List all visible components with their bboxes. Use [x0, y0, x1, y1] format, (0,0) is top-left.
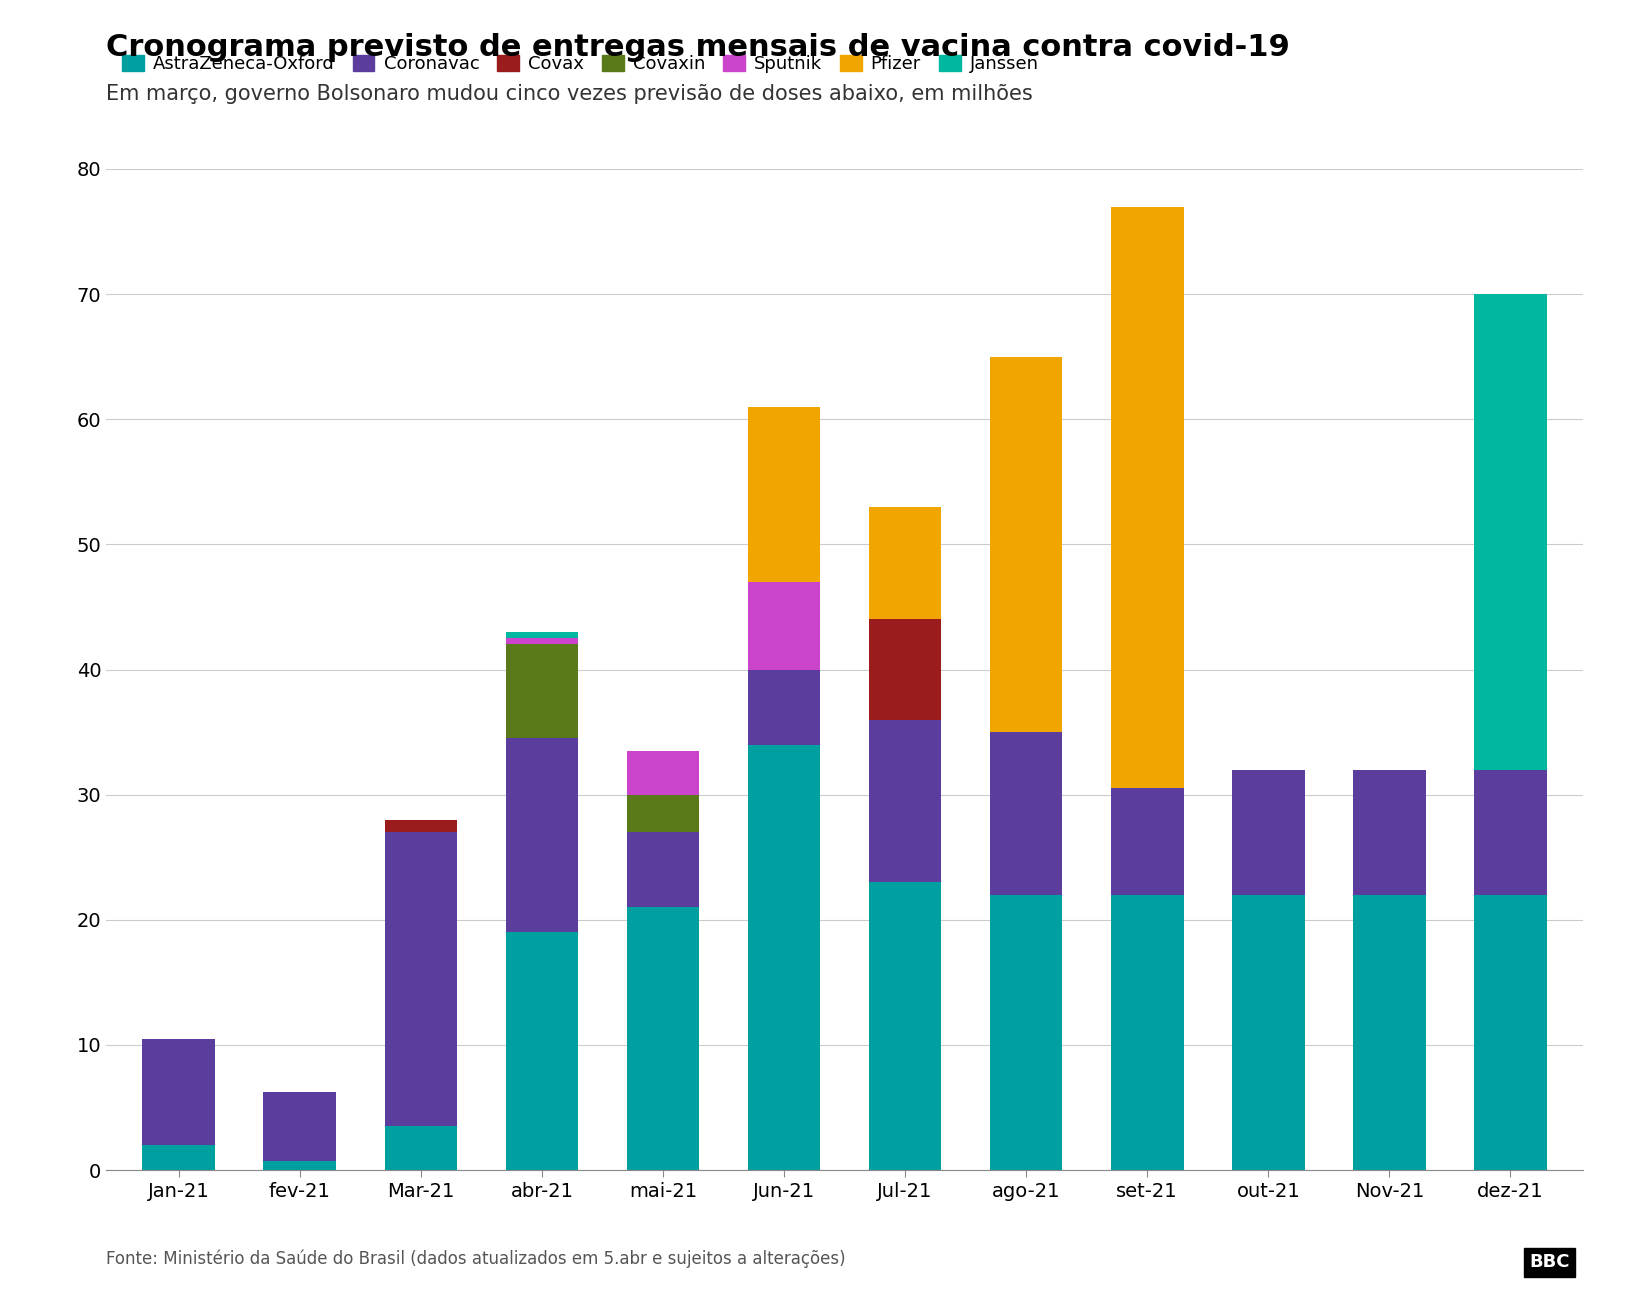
Bar	[747, 582, 821, 670]
Bar	[1232, 894, 1304, 1170]
Bar	[1111, 788, 1183, 894]
Bar	[747, 745, 821, 1170]
Bar	[506, 932, 578, 1170]
Bar	[263, 1161, 336, 1170]
Bar	[385, 832, 457, 1126]
Bar	[1353, 770, 1426, 894]
Bar	[506, 738, 578, 932]
Text: Fonte: Ministério da Saúde do Brasil (dados atualizados em 5.abr e sujeitos a al: Fonte: Ministério da Saúde do Brasil (da…	[106, 1249, 845, 1268]
Bar	[1111, 207, 1183, 788]
Bar	[868, 619, 942, 720]
Bar	[506, 632, 578, 638]
Bar	[868, 883, 942, 1170]
Bar	[385, 820, 457, 832]
Bar	[1474, 770, 1547, 894]
Text: Cronograma previsto de entregas mensais de vacina contra covid-19: Cronograma previsto de entregas mensais …	[106, 32, 1289, 61]
Bar	[1474, 894, 1547, 1170]
Text: BBC: BBC	[1529, 1253, 1570, 1271]
Bar	[991, 732, 1062, 894]
Bar	[1111, 894, 1183, 1170]
Bar	[506, 638, 578, 645]
Bar	[506, 645, 578, 738]
Bar	[627, 832, 698, 907]
Bar	[142, 1039, 215, 1145]
Bar	[1232, 770, 1304, 894]
Bar	[991, 356, 1062, 732]
Text: Em março, governo Bolsonaro mudou cinco vezes previsão de doses abaixo, em milhõ: Em março, governo Bolsonaro mudou cinco …	[106, 84, 1033, 104]
Bar	[263, 1092, 336, 1161]
Bar	[747, 670, 821, 745]
Bar	[1474, 294, 1547, 770]
Bar	[385, 1126, 457, 1170]
Bar	[627, 907, 698, 1170]
Legend: AstraZeneca-Oxford, Coronavac, Covax, Covaxin, Sputnik, Pfizer, Janssen: AstraZeneca-Oxford, Coronavac, Covax, Co…	[116, 48, 1046, 81]
Bar	[991, 894, 1062, 1170]
Bar	[627, 794, 698, 832]
Bar	[627, 751, 698, 794]
Bar	[868, 507, 942, 619]
Bar	[747, 407, 821, 582]
Bar	[142, 1145, 215, 1170]
Bar	[1353, 894, 1426, 1170]
Bar	[868, 720, 942, 883]
